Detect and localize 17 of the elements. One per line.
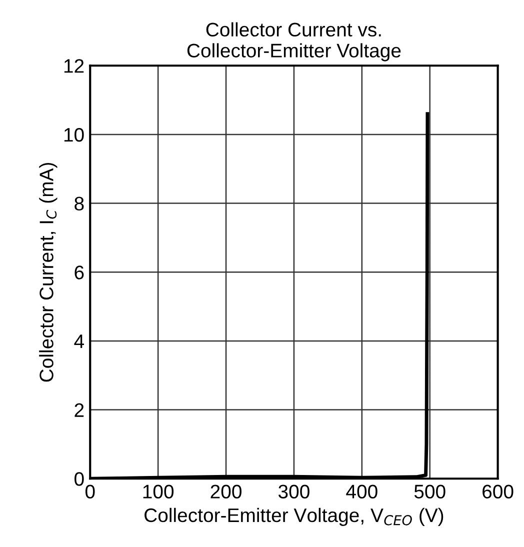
x-tick-label: 600: [482, 484, 514, 498]
y-tick-label: 4: [74, 334, 84, 348]
x-tick-label: 300: [278, 484, 310, 498]
y-tick-label: 8: [74, 196, 84, 211]
x-tick-label: 0: [85, 484, 95, 498]
chart-title: Collector Current vs. Collector-Emitter Voltage: [187, 22, 401, 62]
y-tick-label: 0: [74, 472, 84, 486]
y-tick-label: 6: [74, 266, 84, 280]
y-tick-label: 10: [64, 128, 84, 142]
y-tick-label: 2: [74, 403, 84, 417]
y-tick-label: 12: [64, 59, 84, 73]
x-tick-label: 400: [346, 484, 378, 498]
x-tick-label: 500: [414, 484, 446, 498]
x-axis-title: Collector-Emitter Voltage, V$_{CEO}$ (V): [144, 508, 444, 526]
x-tick-label: 100: [143, 484, 174, 498]
x-tick-label: 200: [210, 484, 242, 498]
y-axis-title: Collector Current, I$_{C}$ (mA): [39, 162, 58, 382]
